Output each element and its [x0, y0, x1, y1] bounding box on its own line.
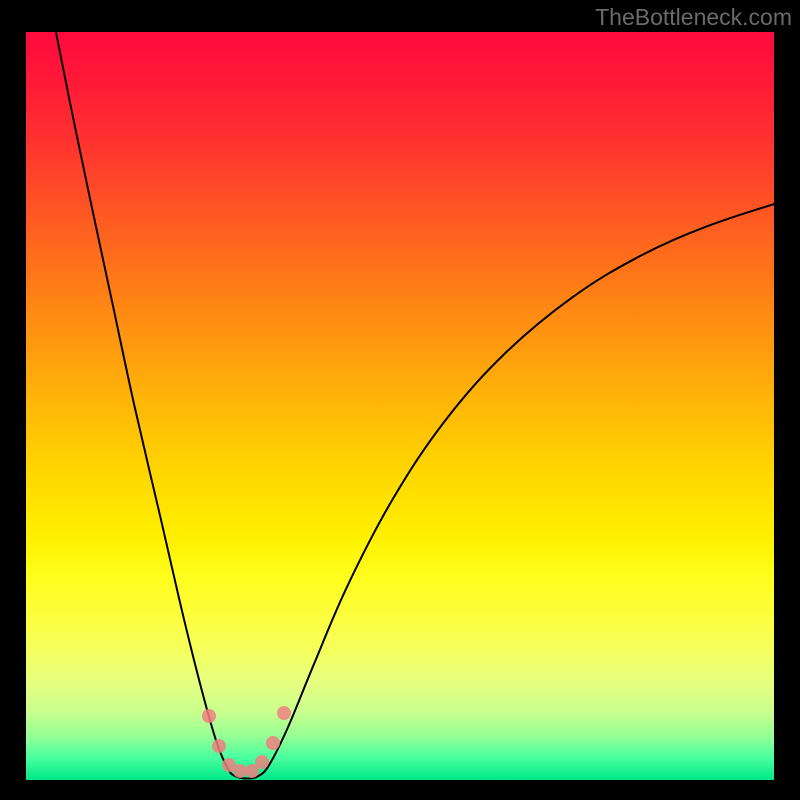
valley-marker	[255, 755, 269, 769]
watermark-text: TheBottleneck.com	[595, 4, 792, 31]
plot-area	[26, 32, 774, 780]
valley-marker	[212, 739, 226, 753]
valley-marker	[266, 736, 280, 750]
bottleneck-curve	[56, 32, 774, 779]
chart-svg	[26, 32, 774, 780]
valley-marker	[202, 709, 216, 723]
valley-marker	[277, 706, 291, 720]
